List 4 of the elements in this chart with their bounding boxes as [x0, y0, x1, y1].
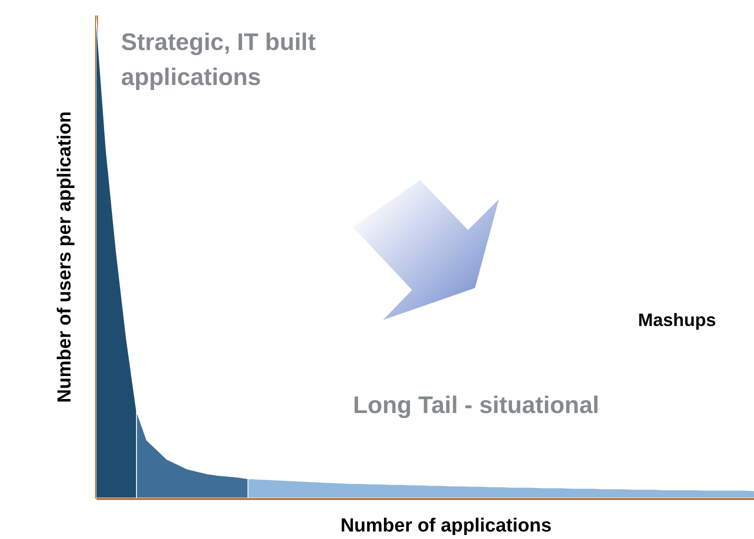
- y-axis-title: Number of users per application: [54, 111, 76, 403]
- annotation: Strategic, IT built applications: [121, 29, 316, 91]
- annotation: Mashups: [638, 310, 716, 330]
- annotation: Long Tail - situational: [353, 392, 600, 419]
